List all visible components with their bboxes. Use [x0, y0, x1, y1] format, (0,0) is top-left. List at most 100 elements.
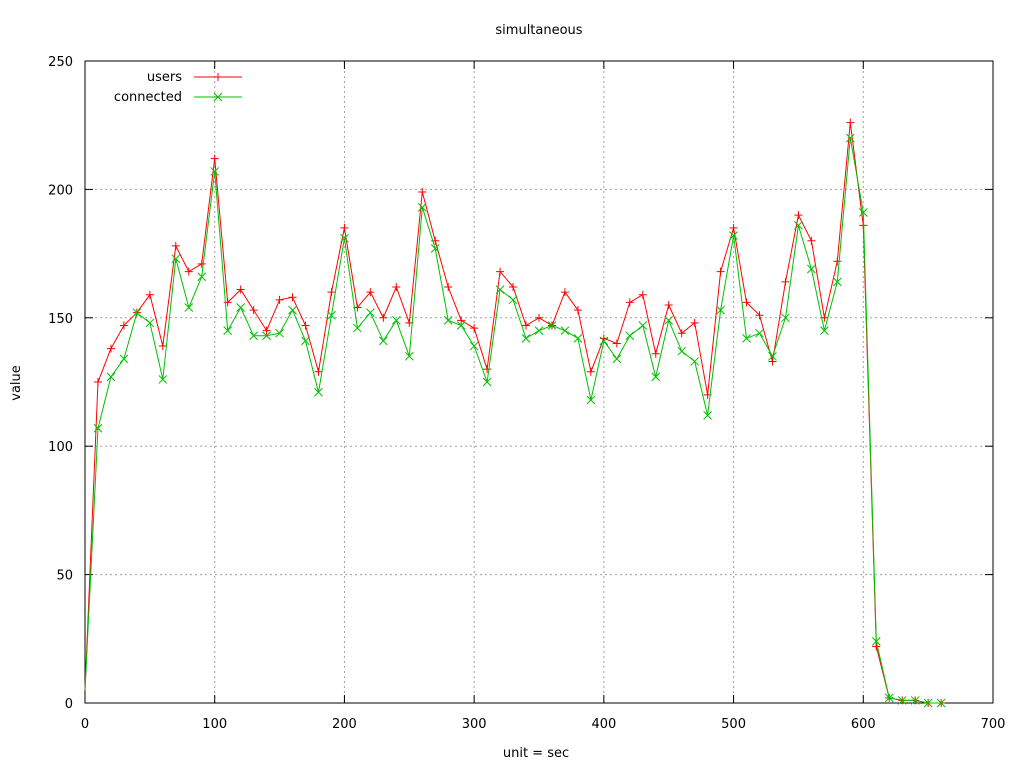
data-point-connected [145, 318, 155, 328]
data-point-users [197, 259, 206, 268]
data-point-connected [327, 310, 336, 320]
data-point-connected [871, 637, 881, 646]
data-point-users [418, 187, 427, 196]
series-group [84, 118, 946, 708]
data-point-connected [794, 220, 803, 230]
data-point-users [522, 321, 531, 330]
data-point-users [833, 257, 842, 266]
data-point-connected [391, 316, 401, 325]
x-tick-labels: 0 100 200 300 400 500 600 700 [81, 717, 1006, 732]
data-point-connected [521, 333, 531, 343]
grid-lines [85, 61, 993, 703]
series-connected [84, 133, 946, 708]
data-point-connected [625, 331, 635, 341]
data-point-users [470, 324, 479, 333]
data-point-users [496, 267, 505, 276]
data-point-users [262, 326, 271, 335]
data-point-connected [807, 264, 816, 274]
data-point-connected [275, 328, 284, 338]
data-point-connected [897, 696, 907, 705]
data-point-users [119, 321, 128, 330]
data-point-connected [508, 295, 518, 305]
x-tick-label: 400 [591, 717, 616, 732]
legend: users connected [114, 70, 242, 105]
data-point-connected [910, 696, 920, 705]
data-point-connected [560, 326, 570, 335]
data-point-connected [158, 375, 168, 384]
data-point-users [340, 223, 349, 232]
legend-label-connected: connected [114, 90, 182, 105]
data-point-connected [832, 277, 842, 287]
data-point-connected [586, 395, 596, 405]
data-point-users [509, 282, 518, 291]
data-point-users [93, 378, 102, 386]
data-point-users [145, 290, 154, 299]
data-point-connected [547, 321, 557, 330]
x-tick-label: 500 [721, 717, 746, 732]
data-point-users [249, 306, 258, 315]
data-point-users [288, 293, 297, 302]
data-point-users [444, 282, 453, 291]
data-point-users [535, 313, 543, 322]
data-point-users [638, 290, 647, 299]
legend-swatches [194, 73, 242, 102]
data-point-connected [262, 331, 271, 341]
data-point-connected [755, 328, 764, 338]
data-point-connected [495, 285, 505, 294]
axis-ticks [84, 60, 994, 704]
data-point-users [742, 298, 751, 307]
x-tick-label: 0 [81, 717, 89, 732]
legend-label-users: users [147, 70, 182, 85]
data-point-connected [768, 351, 777, 361]
data-point-connected [884, 693, 894, 703]
data-point-users [106, 344, 115, 353]
data-point-connected [742, 333, 751, 343]
y-tick-labels: 0 50 100 150 200 250 [48, 55, 73, 712]
data-point-connected [301, 336, 310, 346]
data-point-connected [729, 231, 738, 240]
data-point-connected [340, 233, 349, 243]
data-point-users [236, 285, 245, 294]
data-point-connected [664, 316, 674, 325]
data-point-connected [858, 208, 868, 217]
y-axis-label: value [9, 365, 24, 401]
x-tick-label: 200 [332, 717, 357, 732]
data-point-connected [197, 272, 207, 282]
y-tick-label: 50 [56, 569, 73, 584]
data-point-connected [716, 305, 725, 315]
y-tick-label: 250 [48, 55, 73, 70]
data-point-connected [677, 346, 687, 356]
legend-marker-connected [213, 92, 223, 102]
data-point-connected [314, 387, 323, 397]
data-point-users [872, 642, 881, 651]
chart-title: simultaneous [495, 23, 582, 38]
data-point-connected [923, 698, 933, 708]
data-point-connected [184, 303, 194, 312]
data-point-users [184, 267, 193, 276]
data-point-connected [703, 411, 712, 420]
data-point-connected [378, 336, 388, 346]
data-point-connected [353, 323, 362, 333]
data-point-connected [417, 203, 427, 212]
data-point-connected [456, 321, 466, 330]
data-point-connected [651, 372, 661, 382]
data-point-connected [210, 167, 220, 176]
data-point-users [807, 236, 816, 245]
data-point-users [573, 306, 582, 315]
data-point-connected [469, 341, 479, 351]
data-point-users [210, 154, 219, 163]
data-point-connected [638, 321, 648, 330]
data-point-users [612, 339, 621, 348]
y-tick-label: 0 [65, 697, 73, 712]
x-tick-label: 300 [462, 717, 487, 732]
data-point-connected [236, 303, 246, 312]
y-tick-label: 200 [48, 183, 73, 198]
data-point-users [327, 288, 336, 297]
data-point-connected [249, 331, 258, 341]
y-tick-label: 150 [48, 312, 73, 327]
data-point-users [716, 267, 725, 276]
legend-marker-users [214, 73, 222, 81]
data-point-connected [366, 308, 375, 318]
x-tick-label: 700 [981, 717, 1006, 732]
